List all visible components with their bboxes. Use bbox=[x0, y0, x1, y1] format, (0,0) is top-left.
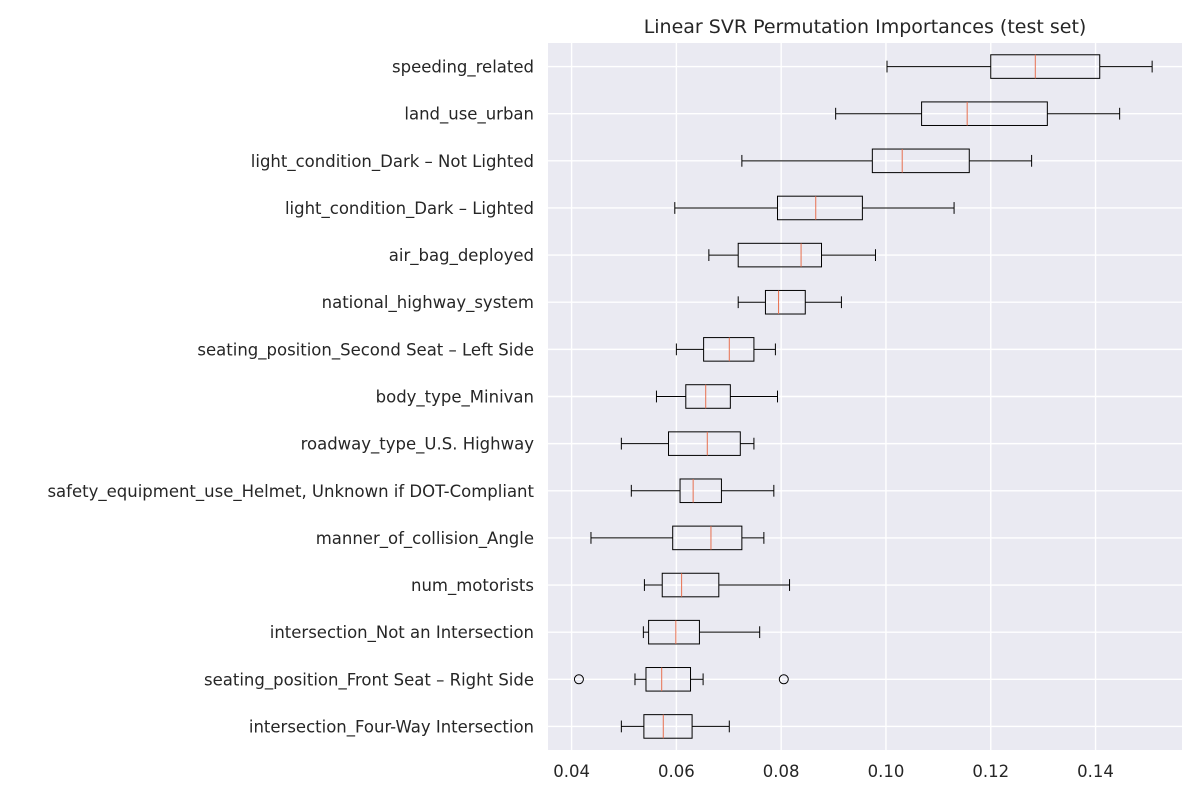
y-tick-label: land_use_urban bbox=[404, 105, 534, 125]
y-tick-label: body_type_Minivan bbox=[376, 388, 534, 408]
y-tick-label: light_condition_Dark – Lighted bbox=[285, 199, 534, 219]
y-tick-label: manner_of_collision_Angle bbox=[316, 529, 534, 549]
box-group bbox=[620, 714, 730, 739]
box bbox=[776, 195, 863, 221]
y-tick-label: num_motorists bbox=[411, 576, 534, 596]
x-tick-label: 0.04 bbox=[553, 762, 590, 781]
x-tick-label: 0.12 bbox=[972, 762, 1009, 781]
box bbox=[990, 54, 1101, 79]
x-axis-ticks: 0.04 0.06 0.08 0.10 0.12 0.14 bbox=[553, 762, 1114, 781]
x-tick-label: 0.08 bbox=[763, 762, 800, 781]
box-group bbox=[835, 101, 1121, 126]
y-tick-label: national_highway_system bbox=[322, 293, 534, 313]
y-tick-label: light_condition_Dark – Not Lighted bbox=[251, 152, 534, 172]
box-group bbox=[708, 242, 876, 268]
box bbox=[921, 101, 1048, 126]
box-group bbox=[741, 148, 1033, 174]
y-tick-label: safety_equipment_use_Helmet, Unknown if … bbox=[47, 482, 534, 502]
outlier-point bbox=[778, 674, 789, 685]
box-group bbox=[675, 337, 776, 362]
box-group bbox=[642, 619, 761, 645]
box-group bbox=[655, 384, 778, 409]
chart-title: Linear SVR Permutation Importances (test… bbox=[644, 16, 1087, 38]
x-tick-label: 0.10 bbox=[868, 762, 905, 781]
outlier-point bbox=[573, 674, 584, 685]
box bbox=[661, 572, 720, 598]
box bbox=[648, 619, 700, 645]
box-group bbox=[573, 667, 789, 692]
box bbox=[764, 289, 806, 315]
box-group bbox=[590, 525, 765, 551]
box-group bbox=[674, 195, 955, 221]
box-group bbox=[630, 478, 775, 504]
y-tick-label: intersection_Four-Way Intersection bbox=[249, 717, 534, 737]
y-axis-ticks: speeding_related land_use_urban light_cond… bbox=[47, 58, 534, 738]
y-tick-label: roadway_type_U.S. Highway bbox=[301, 435, 535, 455]
y-tick-label: intersection_Not an Intersection bbox=[270, 623, 534, 643]
box bbox=[685, 384, 731, 409]
box-group bbox=[643, 572, 791, 598]
box bbox=[643, 714, 693, 739]
y-tick-label: seating_position_Front Seat – Right Side bbox=[204, 670, 534, 690]
box-group bbox=[886, 54, 1153, 79]
y-tick-label: speeding_related bbox=[392, 58, 534, 78]
box bbox=[871, 148, 970, 174]
y-tick-label: air_bag_deployed bbox=[389, 246, 534, 266]
box-group bbox=[620, 431, 755, 456]
box bbox=[645, 667, 692, 692]
box bbox=[668, 431, 741, 456]
x-tick-label: 0.14 bbox=[1077, 762, 1114, 781]
box bbox=[737, 242, 823, 268]
box bbox=[703, 337, 755, 362]
y-tick-label: seating_position_Second Seat – Left Side bbox=[197, 340, 534, 360]
box bbox=[679, 478, 722, 504]
box bbox=[672, 525, 743, 551]
box-series bbox=[573, 54, 1153, 739]
x-tick-label: 0.06 bbox=[658, 762, 695, 781]
box-group bbox=[737, 289, 842, 315]
